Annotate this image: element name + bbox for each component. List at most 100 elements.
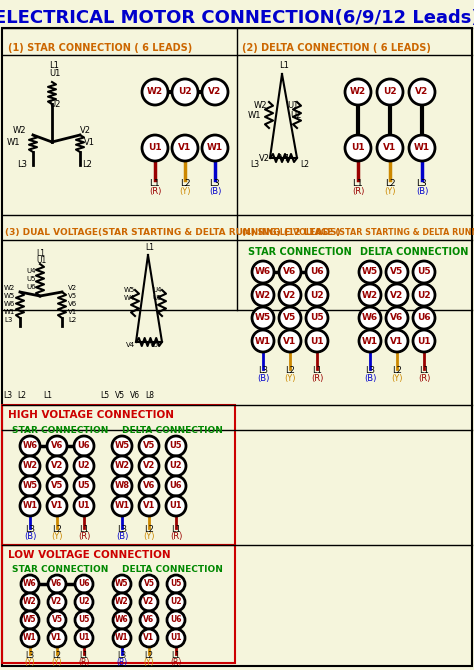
Text: L1: L1 xyxy=(171,525,181,534)
Text: V5: V5 xyxy=(51,482,63,490)
Text: W8: W8 xyxy=(115,482,129,490)
Text: W1: W1 xyxy=(7,138,20,147)
Text: L1: L1 xyxy=(80,651,89,660)
Text: W1: W1 xyxy=(22,502,37,511)
Circle shape xyxy=(409,135,435,161)
Text: V5: V5 xyxy=(143,442,155,450)
Text: U5: U5 xyxy=(78,482,91,490)
Text: W4: W4 xyxy=(124,295,135,301)
Circle shape xyxy=(142,135,168,161)
Text: L1: L1 xyxy=(172,651,181,660)
Text: U5: U5 xyxy=(170,580,182,588)
Text: W5: W5 xyxy=(362,267,378,277)
Text: U2: U2 xyxy=(78,598,90,606)
Text: W6: W6 xyxy=(23,580,37,588)
Text: L3: L3 xyxy=(118,651,127,660)
Text: U6: U6 xyxy=(170,616,182,624)
Text: L2: L2 xyxy=(82,160,92,169)
Text: V5: V5 xyxy=(68,293,77,299)
Text: (3) DUAL VOLTAGE(STAR STARTING & DELTA RUNNING) (12 LEADS): (3) DUAL VOLTAGE(STAR STARTING & DELTA R… xyxy=(5,228,341,237)
Text: L1: L1 xyxy=(279,61,289,70)
Text: U1: U1 xyxy=(351,143,365,153)
Text: W2: W2 xyxy=(115,598,129,606)
Circle shape xyxy=(47,436,67,456)
Text: U1: U1 xyxy=(170,634,182,643)
Text: U5: U5 xyxy=(26,276,36,282)
Text: (B): (B) xyxy=(116,532,128,541)
Text: L5: L5 xyxy=(100,391,109,400)
Circle shape xyxy=(142,79,168,105)
Circle shape xyxy=(47,496,67,516)
Text: L1: L1 xyxy=(36,249,45,258)
Text: V6: V6 xyxy=(283,267,297,277)
Text: (Y): (Y) xyxy=(391,374,403,383)
Text: L2: L2 xyxy=(300,160,309,169)
Text: W1: W1 xyxy=(255,336,271,346)
Text: L1: L1 xyxy=(312,366,322,375)
Circle shape xyxy=(279,261,301,283)
Text: STAR CONNECTION: STAR CONNECTION xyxy=(12,565,109,574)
Text: V2: V2 xyxy=(68,285,77,291)
Text: L2: L2 xyxy=(285,366,295,375)
Circle shape xyxy=(74,436,94,456)
Text: W2: W2 xyxy=(13,126,27,135)
Circle shape xyxy=(359,284,381,306)
Circle shape xyxy=(166,456,186,476)
Circle shape xyxy=(306,261,328,283)
Circle shape xyxy=(139,496,159,516)
Text: V1: V1 xyxy=(178,143,191,153)
Text: (R): (R) xyxy=(170,532,182,541)
Text: (2) DELTA CONNECTION ( 6 LEADS): (2) DELTA CONNECTION ( 6 LEADS) xyxy=(242,43,431,53)
Text: L2: L2 xyxy=(392,366,402,375)
Text: L3: L3 xyxy=(258,366,268,375)
Text: W5: W5 xyxy=(124,287,135,293)
Text: V1: V1 xyxy=(280,154,291,163)
Text: (Y): (Y) xyxy=(143,532,155,541)
Circle shape xyxy=(167,611,185,629)
Circle shape xyxy=(306,330,328,352)
Text: (B): (B) xyxy=(416,187,428,196)
Text: W2: W2 xyxy=(255,291,271,299)
Circle shape xyxy=(139,436,159,456)
Circle shape xyxy=(140,593,158,611)
Circle shape xyxy=(202,135,228,161)
Circle shape xyxy=(113,629,131,647)
Text: W1: W1 xyxy=(362,336,378,346)
Text: L2: L2 xyxy=(18,391,27,400)
Text: V1: V1 xyxy=(144,634,155,643)
Circle shape xyxy=(167,575,185,593)
Text: (B): (B) xyxy=(24,532,36,541)
Circle shape xyxy=(167,629,185,647)
Circle shape xyxy=(48,629,66,647)
Text: W5: W5 xyxy=(22,482,37,490)
Text: L2: L2 xyxy=(68,317,76,323)
Circle shape xyxy=(48,575,66,593)
Circle shape xyxy=(279,284,301,306)
Text: W2: W2 xyxy=(147,88,163,96)
Text: U1: U1 xyxy=(49,69,60,78)
Circle shape xyxy=(279,307,301,329)
Circle shape xyxy=(140,611,158,629)
Text: V6: V6 xyxy=(68,301,77,307)
Text: L3: L3 xyxy=(417,179,428,188)
Bar xyxy=(2,545,235,663)
Circle shape xyxy=(252,330,274,352)
Circle shape xyxy=(21,611,39,629)
Text: W2: W2 xyxy=(4,285,15,291)
Text: U2: U2 xyxy=(170,598,182,606)
Circle shape xyxy=(377,135,403,161)
Circle shape xyxy=(75,593,93,611)
Circle shape xyxy=(113,593,131,611)
Circle shape xyxy=(74,476,94,496)
Circle shape xyxy=(112,456,132,476)
Text: U6: U6 xyxy=(310,267,324,277)
Text: W1: W1 xyxy=(23,634,37,643)
Text: W6: W6 xyxy=(255,267,271,277)
Text: V6: V6 xyxy=(130,391,140,400)
Circle shape xyxy=(386,307,408,329)
Circle shape xyxy=(113,575,131,593)
Circle shape xyxy=(306,284,328,306)
Circle shape xyxy=(47,476,67,496)
Text: STAR CONNECTION: STAR CONNECTION xyxy=(248,247,352,257)
Circle shape xyxy=(306,307,328,329)
